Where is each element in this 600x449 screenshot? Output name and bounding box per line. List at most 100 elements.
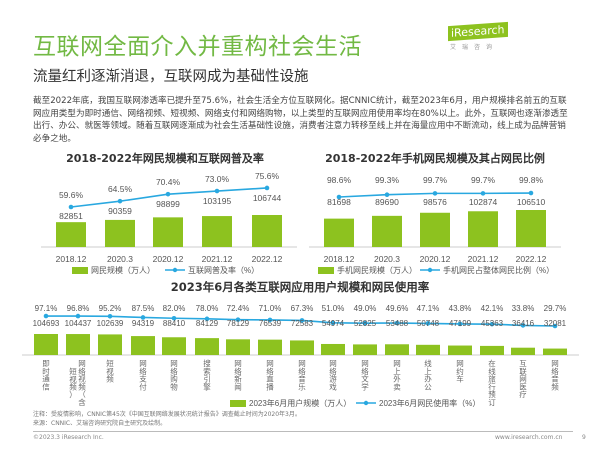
value-label: 104437 — [65, 319, 92, 328]
value-label: 50748 — [417, 319, 440, 328]
line-point — [68, 204, 74, 210]
bar — [324, 218, 354, 247]
intro-paragraph: 截至2022年底，我国互联网渗透率已提升至75.6%，社会生活全方位互联网化。据… — [33, 96, 568, 144]
x-tick-label-char: 频 — [69, 382, 77, 392]
bar — [153, 217, 183, 247]
line-point — [384, 192, 390, 197]
percent-label: 96.8% — [67, 304, 90, 313]
x-tick-label-char: 网 — [329, 359, 337, 368]
x-tick-label-char: 索 — [203, 366, 211, 376]
x-tick-label: 2020.3 — [107, 254, 133, 264]
legend-bar-swatch — [230, 400, 246, 407]
x-tick-label-char: 联 — [519, 367, 527, 376]
x-tick-label-char: 网 — [266, 359, 274, 368]
x-tick-label-char: 络 — [551, 366, 559, 376]
x-tick-label-char: 时 — [42, 366, 50, 376]
x-tick-label-char: 络 — [298, 366, 306, 376]
note-text: 注释：受疫情影响，CNNIC第45次《中国互联网络发展状况统计报告》调查截止时间… — [33, 411, 301, 418]
value-label: 82851 — [59, 211, 83, 221]
line-point — [235, 317, 241, 322]
x-tick-label: 2022.12 — [252, 254, 283, 264]
line-point — [165, 191, 171, 197]
line-point — [204, 316, 210, 322]
bar — [66, 334, 90, 355]
bar — [258, 339, 282, 355]
line-point — [75, 313, 81, 319]
value-label: 81698 — [327, 197, 351, 207]
line-point — [394, 320, 400, 326]
x-tick-label-char: 含 — [78, 397, 86, 407]
x-tick-label-char: 办 — [424, 374, 432, 384]
line-point — [432, 191, 438, 196]
bar — [372, 215, 402, 247]
x-tick-label-char: 视 — [78, 374, 86, 384]
legend-line-label: 手机网民占整体网民比例（%） — [443, 265, 554, 275]
legend-bar-swatch — [72, 267, 88, 274]
x-tick-label-char: 乐 — [298, 381, 306, 391]
x-tick-label-char: 学 — [361, 381, 369, 391]
x-tick-label: 2018.12 — [56, 254, 87, 264]
line-point — [330, 320, 336, 326]
x-tick-label-char: 网 — [361, 359, 369, 368]
x-tick-label: 2020.12 — [420, 254, 451, 264]
x-tick-label-char: 网 — [456, 359, 464, 368]
value-label: 106510 — [517, 197, 546, 207]
bar — [252, 215, 282, 247]
x-tick-label-char: 付 — [139, 381, 147, 391]
x-tick-label-char: 网 — [519, 375, 527, 384]
line-point — [520, 323, 526, 328]
x-tick-label-char: 络 — [329, 366, 337, 376]
x-tick-label-char: 视 — [106, 366, 114, 376]
line-point — [43, 313, 49, 319]
page-subtitle: 流量红利逐渐消退，互联网成为基础性设施 — [33, 69, 309, 85]
chart-title: 2023年6月各类互联网应用用户规模和网民使用率 — [171, 280, 430, 294]
bar — [98, 334, 122, 355]
line-point — [457, 321, 463, 327]
percent-label: 95.2% — [99, 304, 122, 313]
value-label: 103195 — [203, 196, 232, 206]
x-tick-label: 2022.12 — [516, 254, 547, 264]
x-tick-label-char: 文 — [361, 374, 369, 384]
x-tick-label: 2021.12 — [202, 254, 233, 264]
legend-bar-swatch — [318, 267, 334, 274]
percent-label: 29.7% — [544, 304, 567, 313]
percent-label: 73.0% — [205, 174, 230, 184]
value-label: 98899 — [156, 199, 180, 209]
line-point — [171, 315, 177, 321]
x-tick-label-char: 闻 — [234, 382, 242, 391]
bar — [162, 337, 186, 355]
bar — [290, 340, 314, 355]
x-tick-label-char: 医 — [519, 382, 527, 391]
value-label: 54974 — [322, 319, 345, 328]
value-label: 88410 — [163, 319, 186, 328]
line-point — [425, 321, 431, 326]
percent-label: 42.1% — [481, 304, 504, 313]
percent-label: 33.8% — [512, 304, 535, 313]
copyright: ©2023.3 iResearch Inc. — [33, 434, 104, 441]
percent-label: 99.7% — [423, 175, 448, 185]
line-point — [107, 314, 113, 319]
x-tick-label-char: 卖 — [393, 382, 401, 391]
bar — [448, 345, 472, 355]
line-point — [140, 315, 146, 320]
bar — [56, 222, 86, 247]
x-tick-label-char: 购 — [170, 374, 178, 384]
x-tick-label-char: 信 — [42, 381, 50, 391]
x-tick-label-char: 约 — [456, 366, 464, 376]
value-label: 89690 — [375, 197, 399, 207]
bar — [202, 216, 232, 247]
bar — [516, 210, 546, 247]
line-point — [528, 190, 534, 196]
website-link[interactable]: www.iresearch.com.cn — [495, 434, 563, 441]
legend-line-label: 互联网普及率（%） — [188, 265, 259, 275]
footer-divider — [33, 431, 573, 432]
value-label: 45363 — [481, 319, 504, 328]
x-tick-label-char: 直 — [266, 374, 274, 384]
value-label: 102874 — [469, 197, 498, 207]
x-tick-label: 2020.12 — [153, 254, 184, 264]
x-tick-label-char: 络 — [170, 366, 178, 376]
x-tick-label-char: 公 — [424, 382, 432, 391]
percent-label: 72.4% — [227, 304, 250, 313]
x-tick-label: 2020.3 — [374, 254, 400, 264]
